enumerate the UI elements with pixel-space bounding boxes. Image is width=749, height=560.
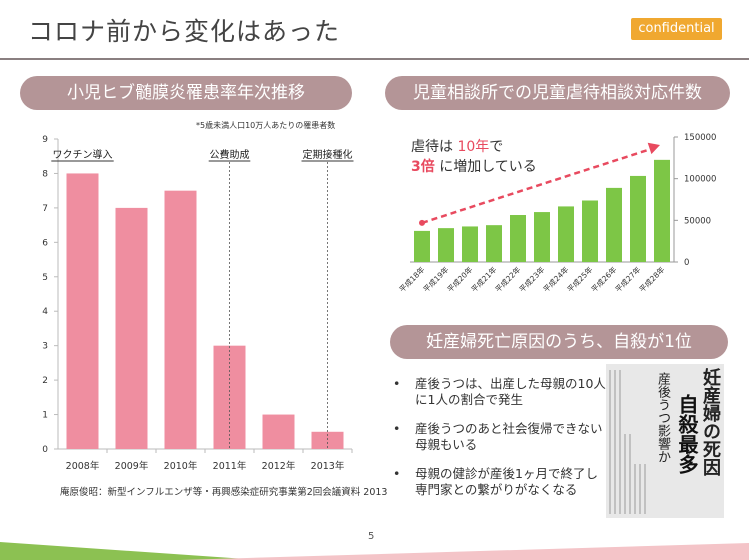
bar <box>414 230 430 262</box>
confidential-badge: confidential <box>631 18 722 40</box>
maternal-bullet-list: • 産後うつは、出産した母親の10人に1人の割合で発生 • 産後うつのあと社会復帰で… <box>393 376 608 511</box>
bar <box>534 212 550 262</box>
y-tick-label: 100000 <box>684 175 716 185</box>
bar <box>164 190 197 449</box>
bar <box>510 215 526 262</box>
callout-highlight-factor: 3倍 <box>411 159 435 175</box>
page-number: 5 <box>368 531 375 542</box>
bar <box>115 207 148 449</box>
callout-text-1: 虐待は <box>411 139 458 155</box>
abuse-chart-heading: 児童相談所での児童虐待相談対応件数 <box>385 76 730 110</box>
y-tick-label: 50000 <box>684 216 711 226</box>
y-tick-label: 4 <box>42 307 48 317</box>
y-tick-label: 9 <box>42 135 48 145</box>
trend-arrow-head <box>647 142 660 155</box>
list-item: • 産後うつのあと社会復帰できない母親もいる <box>393 421 603 452</box>
bullet-dot: • <box>393 466 401 481</box>
bar <box>630 175 646 262</box>
hib-chart-heading: 小児ヒブ髄膜炎罹患率年次推移 <box>20 76 352 110</box>
x-tick-label: 2009年 <box>115 460 149 472</box>
y-tick-label: 150000 <box>684 133 716 143</box>
maternal-death-heading: 妊産婦死亡原因のうち、自殺が1位 <box>390 325 728 359</box>
bar <box>262 414 295 449</box>
list-item: • 母親の健診が産後1ヶ月で終了し専門家との繋がりがなくなる <box>393 466 598 497</box>
y-tick-label: 8 <box>42 169 48 179</box>
bar <box>606 187 622 262</box>
y-tick-label: 5 <box>42 273 48 283</box>
callout-text-3: に増加している <box>434 159 537 175</box>
x-tick-label: 平成28年 <box>637 264 667 294</box>
bar <box>462 226 478 262</box>
bullet-dot: • <box>393 421 401 436</box>
bar <box>486 225 502 262</box>
callout-text-2: で <box>489 139 504 155</box>
y-tick-label: 1 <box>42 411 48 421</box>
x-tick-label: 2010年 <box>164 460 198 472</box>
title-divider <box>0 58 749 60</box>
bar <box>311 431 344 449</box>
page-title: コロナ前から変化はあった <box>28 17 341 46</box>
y-tick-label: 0 <box>42 445 48 455</box>
bar <box>558 206 574 262</box>
y-tick-label: 0 <box>684 258 689 268</box>
x-tick-label: 2013年 <box>311 460 345 472</box>
bullet-dot: • <box>393 376 401 391</box>
list-item: • 産後うつは、出産した母親の10人に1人の割合で発生 <box>393 376 606 407</box>
footer-decoration <box>0 542 749 560</box>
callout-highlight-years: 10年 <box>457 139 490 155</box>
x-tick-label: 2011年 <box>213 460 247 472</box>
bar <box>654 159 670 262</box>
annotation-label: 定期接種化 <box>303 148 353 161</box>
bar <box>582 200 598 262</box>
newspaper-subhead: 産後うつ影響か <box>655 372 670 463</box>
hib-chart-note: *5歳未満人口10万人あたりの罹患者数 <box>196 121 336 130</box>
trend-arrow-line <box>421 146 655 225</box>
x-tick-label: 2012年 <box>262 460 296 472</box>
newspaper-headline-1: 妊産婦の死因 <box>700 368 721 476</box>
newspaper-clipping: 妊産婦の死因 自殺最多 産後うつ影響か <box>606 364 724 518</box>
y-tick-label: 3 <box>42 342 48 352</box>
newspaper-headline-2: 自殺最多 <box>675 394 699 474</box>
x-tick-label: 2008年 <box>66 460 100 472</box>
bar <box>66 173 99 449</box>
abuse-callout: 虐待は 10年で 3倍 に増加している <box>411 137 537 177</box>
annotation-label: 公費助成 <box>210 148 250 161</box>
bar <box>438 228 454 262</box>
y-tick-label: 2 <box>42 376 48 386</box>
y-tick-label: 6 <box>42 238 48 248</box>
y-tick-label: 7 <box>42 204 48 214</box>
hib-chart-source: 庵原俊昭：新型インフルエンザ等・再興感染症研究事業第2回会議資料 2013 <box>60 487 388 498</box>
annotation-label: ワクチン導入 <box>53 148 113 161</box>
